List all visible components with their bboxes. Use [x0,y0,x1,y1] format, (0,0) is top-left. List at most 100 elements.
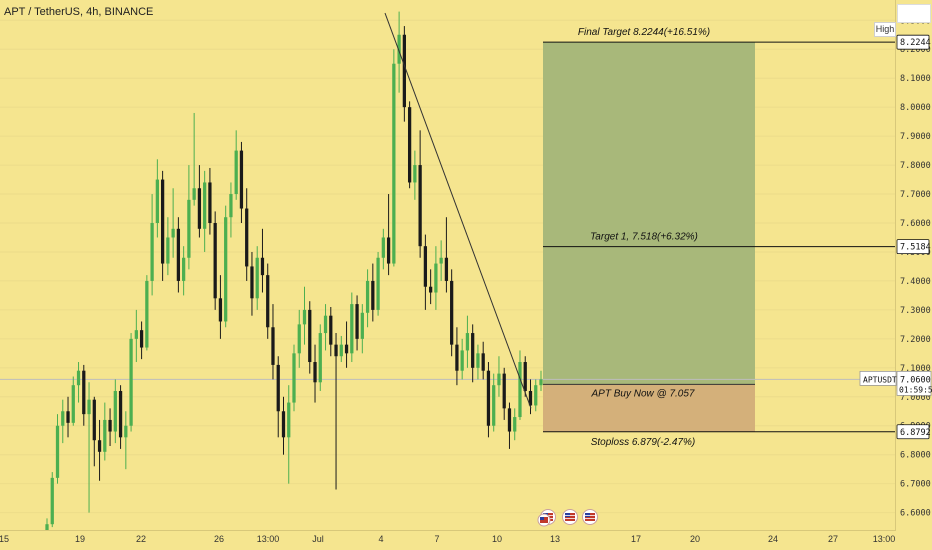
price-tick-label: 7.2000 [900,335,931,345]
candle [413,150,417,200]
flag-icon[interactable] [582,509,598,525]
candle-body [313,362,317,383]
candle [45,518,49,530]
candle [539,370,543,391]
candle [55,414,60,484]
candle [365,269,370,328]
candle [281,396,286,455]
candle-body [76,370,81,386]
candle [434,246,438,310]
candle [124,411,128,470]
candle [392,49,396,267]
candle-body [513,417,517,432]
candle [465,315,470,368]
candle [71,376,75,426]
candle [245,188,249,281]
flag-icon[interactable] [562,509,578,525]
candle-body [465,333,470,351]
flag-icon[interactable] [537,513,551,527]
price-axis[interactable]: 8.30008.20008.10008.00007.90007.80007.70… [859,0,932,530]
candle-body [539,379,543,386]
candle-body [418,165,422,247]
candle [108,408,112,447]
candle [192,112,196,206]
event-icons[interactable] [537,509,598,527]
countdown-value: 01:59:50 [899,385,932,394]
candle-body [271,327,275,365]
candle [176,217,181,293]
candle-body [250,266,254,299]
candle-body [229,194,233,218]
price-tick-label: 6.7000 [900,480,931,490]
candle-body [413,165,417,183]
candle-body [476,353,480,368]
candle-body [245,208,249,267]
candle [145,275,149,351]
candle-body [82,370,86,415]
candle [239,141,244,224]
candle-body [203,182,207,229]
loss-zone[interactable] [543,384,755,432]
candle [334,333,338,490]
candle [92,396,96,467]
svg-text:6.8792: 6.8792 [900,428,931,438]
candle-body [344,344,349,354]
candle [460,338,464,380]
candle-body [523,362,527,391]
candle-body [50,477,54,525]
candle [502,367,506,420]
candle-body [392,63,396,264]
time-tick-label: 24 [768,534,778,544]
profit-zone[interactable] [543,42,755,385]
candle-body [329,315,333,345]
candle-body [471,333,475,368]
candle [376,251,380,316]
time-tick-label: 19 [75,534,85,544]
candle [507,402,512,449]
candle-body [260,257,265,276]
candle [355,295,359,351]
candle [155,159,159,238]
high-label[interactable]: High [874,22,896,37]
candle-body [371,280,375,310]
candle [318,324,322,391]
candle-body [302,309,307,325]
candle-body [192,188,196,200]
candle [418,130,422,258]
svg-text:8.2244: 8.2244 [900,38,931,48]
candle [255,246,259,310]
candle [344,321,349,368]
candle [134,309,138,363]
price-tick-label: 8.0000 [900,103,931,113]
candle-body [118,390,123,438]
candle [528,379,533,415]
trend-line[interactable] [384,12,532,409]
candle [129,333,133,432]
candle-body [213,223,217,299]
candle [166,217,170,276]
candle-body [334,344,338,357]
candle [187,165,191,270]
candle [97,419,102,481]
candle-body [355,304,359,339]
candle-body [239,150,244,209]
candle-body [350,304,354,354]
time-tick-label: 13:00 [257,534,280,544]
target1-annotation: Target 1, 7.518(+6.32%) [590,232,698,243]
stoploss-annotation: Stoploss 6.879(-2.47%) [591,437,696,448]
candle-body [308,309,312,363]
candle-body [166,237,170,264]
candle [160,170,165,281]
time-axis[interactable]: 15 19 22 26 13:00 Jul 4 7 10 13 17 20 24 27 13:00 [0,530,896,545]
time-tick-label: 27 [828,534,838,544]
candle [287,385,291,484]
candle [266,263,270,339]
candle-body [502,373,506,409]
candle [150,194,154,296]
candle-body [134,330,138,339]
candle-body [287,402,291,438]
candle [118,385,123,449]
